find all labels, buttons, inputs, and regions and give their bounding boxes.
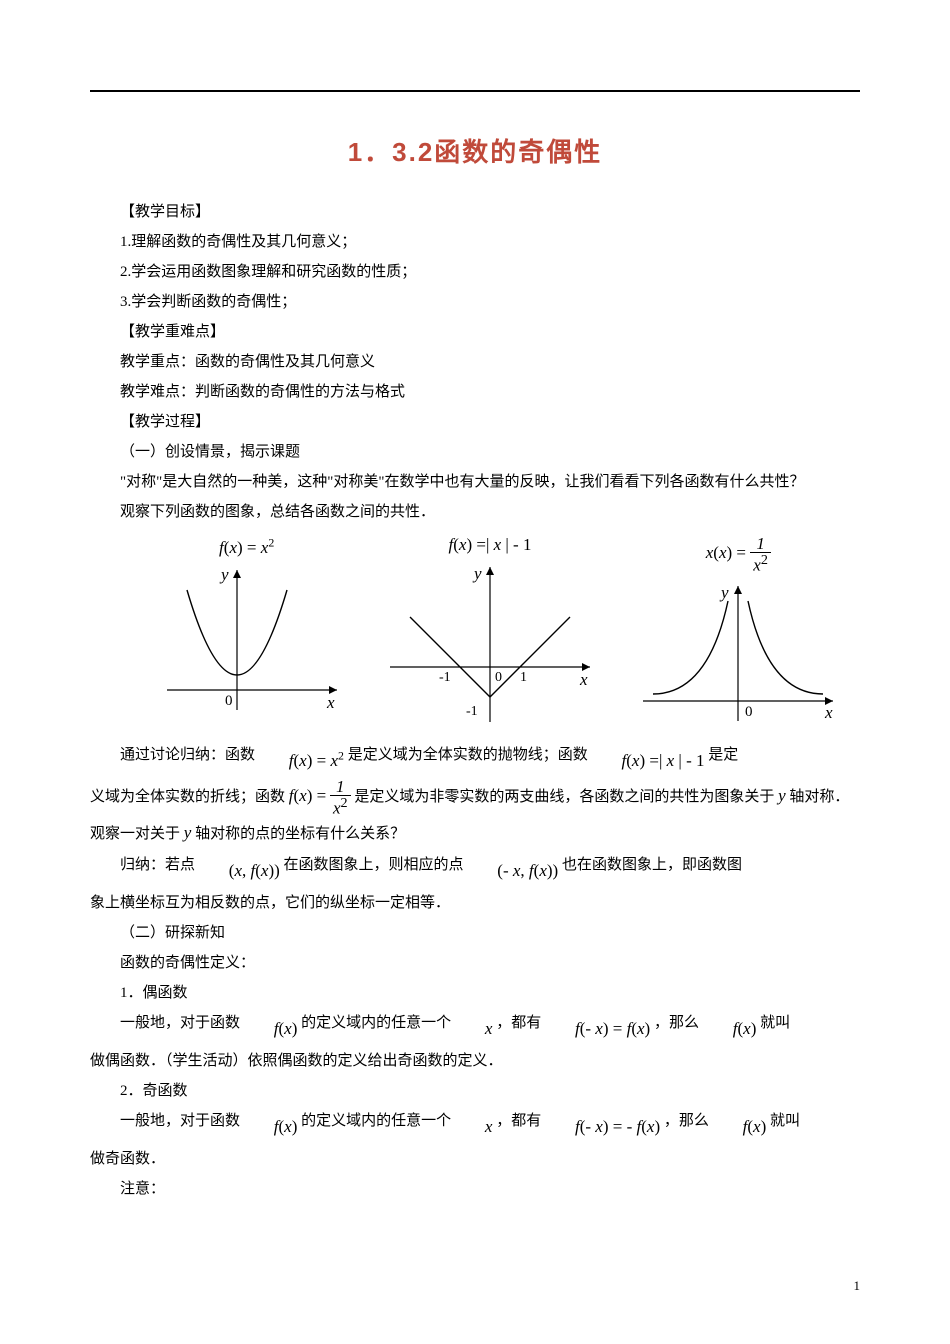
disc2a: 义域为全体实数的折线；函数 xyxy=(90,789,289,805)
math-fx-4: f(x) xyxy=(713,1110,767,1144)
math-fx-absx: f(x) =| x | - 1 xyxy=(592,744,705,778)
even-line-2: 做偶函数．（学生活动）依照偶函数的定义给出奇函数的定义． xyxy=(90,1046,860,1076)
even1b: 的定义域内的任意一个 xyxy=(301,1015,455,1031)
odd-head: 2．奇函数 xyxy=(90,1076,860,1106)
disc2b: 是定义域为非零实数的两支曲线，各函数之间的共性为图象关于 xyxy=(354,789,778,805)
svg-text:y: y xyxy=(219,565,229,584)
emph-item-2: 教学难点：判断函数的奇偶性的方法与格式 xyxy=(90,377,860,407)
fig2-svg: y 0 -1 1 -1 x xyxy=(380,557,600,732)
math-point-xfx: (x, f(x)) xyxy=(199,854,280,888)
figure-recip: x(x) = 1x2 y 0 x xyxy=(633,535,843,731)
svg-text:0: 0 xyxy=(225,693,233,709)
even-line-1: 一般地，对于函数 f(x) 的定义域内的任意一个 x ，都有 f(- x) = … xyxy=(90,1008,860,1046)
svg-text:x: x xyxy=(326,693,335,712)
fig2-label: f(x) =| x | - 1 xyxy=(380,535,600,555)
body-1b: 观察下列函数的图象，总结各函数之间的共性． xyxy=(90,497,860,527)
note-head: 注意： xyxy=(90,1174,860,1204)
even1e: 就叫 xyxy=(760,1015,790,1031)
odd1b: 的定义域内的任意一个 xyxy=(301,1113,455,1129)
y-var-1: y xyxy=(778,786,786,805)
heading-goal: 【教学目标】 xyxy=(90,197,860,227)
even1c: ，都有 xyxy=(496,1015,545,1031)
disc1b: 是定义域为全体实数的抛物线；函数 xyxy=(348,747,592,763)
odd1c: ，都有 xyxy=(496,1113,545,1129)
fig1-svg: y 0 x xyxy=(147,560,347,720)
proc-2-title: （二）研探新知 xyxy=(90,918,860,948)
definition-head: 函数的奇偶性定义： xyxy=(90,948,860,978)
disc2d: 轴对称的点的坐标有什么关系？ xyxy=(195,826,405,842)
svg-text:x: x xyxy=(579,670,588,689)
math-fx-x2: f(x) = x2 xyxy=(259,744,344,778)
ind1b: 在函数图象上，则相应的点 xyxy=(284,857,468,873)
math-odd-eq: f(- x) = - f(x) xyxy=(545,1110,660,1144)
odd-line-2: 做奇函数． xyxy=(90,1144,860,1174)
svg-text:x: x xyxy=(824,703,833,722)
svg-text:-1: -1 xyxy=(439,670,451,685)
math-x-1: x xyxy=(455,1012,493,1046)
fig1-label: f(x) = x2 xyxy=(147,535,347,558)
heading-emph: 【教学重难点】 xyxy=(90,317,860,347)
math-point-negxfx: (- x, f(x)) xyxy=(467,854,558,888)
svg-text:1: 1 xyxy=(520,670,527,685)
goal-item-2: 2.学会运用函数图象理解和研究函数的性质； xyxy=(90,257,860,287)
proc-1-title: （一）创设情景，揭示课题 xyxy=(90,437,860,467)
goal-item-1: 1.理解函数的奇偶性及其几何意义； xyxy=(90,227,860,257)
svg-text:0: 0 xyxy=(745,704,753,720)
even1a: 一般地，对于函数 xyxy=(120,1015,244,1031)
page: 1．3.2函数的奇偶性 【教学目标】 1.理解函数的奇偶性及其几何意义； 2.学… xyxy=(0,0,950,1344)
even1d: ，那么 xyxy=(654,1015,703,1031)
math-x-2: x xyxy=(455,1110,493,1144)
math-fx-3: f(x) xyxy=(244,1110,298,1144)
svg-text:y: y xyxy=(719,583,729,602)
ind1a: 归纳：若点 xyxy=(120,857,199,873)
svg-text:y: y xyxy=(472,564,482,583)
induction-line-2: 象上横坐标互为相反数的点，它们的纵坐标一定相等． xyxy=(90,888,860,918)
frac-1-x2: 1x2 xyxy=(330,778,351,817)
page-number: 1 xyxy=(854,1278,861,1294)
math-fx-1: f(x) xyxy=(244,1012,298,1046)
disc1a: 通过讨论归纳：函数 xyxy=(120,747,259,763)
math-even-eq: f(- x) = f(x) xyxy=(545,1012,650,1046)
fig3-label: x(x) = 1x2 xyxy=(633,535,843,574)
odd1e: 就叫 xyxy=(770,1113,800,1129)
emph-item-1: 教学重点：函数的奇偶性及其几何意义 xyxy=(90,347,860,377)
disc-line-1: 通过讨论归纳：函数 f(x) = x2 是定义域为全体实数的抛物线；函数 f(x… xyxy=(90,740,860,778)
ind1c: 也在函数图象上，即函数图 xyxy=(562,857,742,873)
disc-line-2: 义域为全体实数的折线；函数 f(x) = 1x2 是定义域为非零实数的两支曲线，… xyxy=(90,778,860,851)
induction-line-1: 归纳：若点 (x, f(x)) 在函数图象上，则相应的点 (- x, f(x))… xyxy=(90,850,860,888)
svg-text:0: 0 xyxy=(495,670,502,685)
even-head: 1．偶函数 xyxy=(90,978,860,1008)
heading-proc: 【教学过程】 xyxy=(90,407,860,437)
figure-row: f(x) = x2 y 0 x f(x) =| x | - 1 xyxy=(130,535,860,732)
goal-item-3: 3.学会判断函数的奇偶性； xyxy=(90,287,860,317)
document-title: 1．3.2函数的奇偶性 xyxy=(90,132,860,169)
svg-text:-1: -1 xyxy=(466,704,478,719)
odd1a: 一般地，对于函数 xyxy=(120,1113,244,1129)
odd1d: ，那么 xyxy=(664,1113,713,1129)
fig3-svg: y 0 x xyxy=(633,576,843,731)
figure-vshape: f(x) =| x | - 1 y 0 -1 1 -1 x xyxy=(380,535,600,732)
top-rule xyxy=(90,90,860,92)
disc1c: 是定 xyxy=(708,747,738,763)
y-var-2: y xyxy=(184,823,192,842)
math-fx-2: f(x) xyxy=(703,1012,757,1046)
figure-parabola: f(x) = x2 y 0 x xyxy=(147,535,347,720)
odd-line-1: 一般地，对于函数 f(x) 的定义域内的任意一个 x ，都有 f(- x) = … xyxy=(90,1106,860,1144)
math-fx-frac: f(x) = xyxy=(289,786,326,805)
body-1a: "对称"是大自然的一种美，这种"对称美"在数学中也有大量的反映，让我们看看下列各… xyxy=(90,467,860,497)
